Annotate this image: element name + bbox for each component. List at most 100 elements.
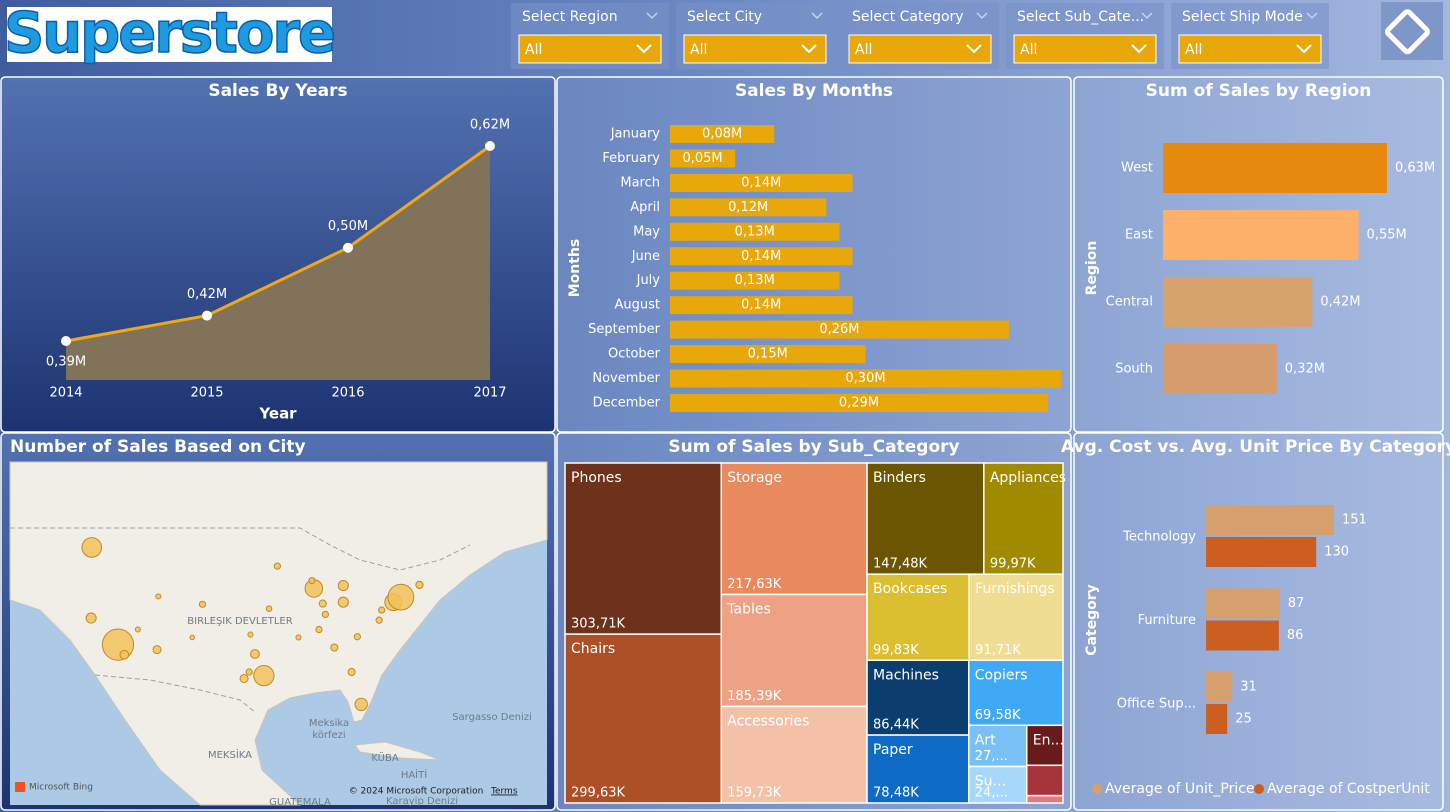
chart-title: Number of Sales Based on City bbox=[10, 437, 306, 457]
filter-label: Select City bbox=[687, 9, 762, 25]
bar bbox=[1206, 588, 1280, 619]
dropdown-value: All bbox=[690, 42, 707, 58]
provider: Microsoft Bing bbox=[29, 783, 93, 793]
terms-link[interactable]: Terms bbox=[490, 787, 518, 797]
category-label: April bbox=[630, 200, 660, 215]
point bbox=[202, 310, 212, 321]
value-label: 0,14M bbox=[741, 298, 781, 313]
bar bbox=[1163, 143, 1387, 193]
chart-title: Sales By Years bbox=[208, 81, 347, 101]
tile-name: Paper bbox=[873, 742, 913, 758]
corner-icon bbox=[1381, 2, 1443, 60]
bing-logo bbox=[15, 782, 25, 792]
category-label: May bbox=[633, 224, 660, 239]
tile-name: Chairs bbox=[571, 641, 615, 657]
value-label: 0,05M bbox=[682, 151, 722, 166]
tile-value: 24,... bbox=[975, 786, 1008, 801]
map-label: KÜBA bbox=[371, 751, 398, 764]
city-bubble bbox=[347, 667, 356, 677]
tile-name: Tables bbox=[726, 601, 771, 617]
category-label: November bbox=[592, 371, 660, 386]
tile bbox=[866, 659, 970, 736]
city-bubble bbox=[375, 616, 383, 624]
bar bbox=[670, 271, 840, 290]
category-label: June bbox=[631, 249, 660, 264]
bar bbox=[1163, 210, 1359, 260]
value-label: 130 bbox=[1324, 545, 1349, 560]
value-label: 0,15M bbox=[748, 347, 788, 362]
tile bbox=[866, 573, 970, 662]
category-label: March bbox=[620, 175, 660, 190]
tile bbox=[968, 724, 1028, 768]
y-axis-label: Months bbox=[567, 239, 583, 298]
map-label: Meksika bbox=[309, 718, 349, 729]
category-label: Central bbox=[1106, 295, 1153, 310]
value-label: 0,39M bbox=[46, 355, 86, 370]
filter-label: Select Region bbox=[522, 9, 618, 25]
tile bbox=[1025, 724, 1064, 767]
dropdown[interactable] bbox=[518, 34, 662, 64]
chevron bbox=[811, 12, 823, 20]
city-bubble bbox=[318, 599, 327, 608]
line bbox=[65, 144, 491, 343]
dropdown[interactable] bbox=[683, 34, 827, 64]
logo: Superstore bbox=[4, 1, 334, 66]
chevron bbox=[1306, 12, 1318, 20]
city-bubble bbox=[250, 649, 260, 659]
tile-value: 185,39K bbox=[727, 689, 781, 704]
dropdown-value: All bbox=[525, 42, 542, 58]
city-bubble bbox=[378, 606, 386, 614]
y-axis-label: Region bbox=[1084, 241, 1100, 296]
map-cuba bbox=[354, 741, 441, 761]
value-label: 0,55M bbox=[1367, 228, 1407, 243]
chevron bbox=[1296, 44, 1312, 54]
tile-value: 217,63K bbox=[727, 577, 781, 592]
city-bubble bbox=[85, 612, 97, 624]
map-label: Sargasso Denizi bbox=[452, 712, 532, 723]
tile-name: Binders bbox=[873, 470, 926, 486]
tile-value: 303,71K bbox=[571, 617, 625, 632]
map-label: GUATEMALA bbox=[269, 797, 331, 808]
value-label: 0,08M bbox=[702, 127, 742, 142]
bar bbox=[1206, 620, 1279, 651]
city-bubble bbox=[387, 583, 415, 611]
tile bbox=[1025, 794, 1064, 804]
category-label: December bbox=[593, 395, 661, 410]
dropdown[interactable] bbox=[848, 34, 992, 64]
category-label: August bbox=[615, 298, 661, 313]
map-land bbox=[9, 461, 548, 806]
tile-name: Phones bbox=[571, 470, 622, 486]
value-label: 0,14M bbox=[741, 175, 781, 190]
tile-value: 78,48K bbox=[873, 786, 919, 801]
bar bbox=[670, 222, 840, 241]
tile bbox=[720, 462, 868, 596]
chart-title: Sum of Sales by Region bbox=[1146, 81, 1372, 101]
chevron bbox=[646, 12, 658, 20]
bar bbox=[670, 393, 1048, 412]
icon-shape bbox=[1384, 9, 1430, 55]
y-axis-label: Category bbox=[1084, 584, 1100, 656]
city-bubble bbox=[239, 673, 249, 683]
value-label: 0,42M bbox=[187, 287, 227, 302]
category-label: Office Sup... bbox=[1117, 697, 1196, 712]
bar bbox=[670, 198, 827, 217]
value-label: 0,14M bbox=[741, 249, 781, 264]
city-bubble bbox=[81, 537, 103, 558]
legend-label: Average of Unit_Price bbox=[1105, 781, 1255, 797]
tile bbox=[720, 593, 868, 708]
city-bubble bbox=[198, 600, 207, 608]
dropdown[interactable] bbox=[1178, 34, 1322, 64]
point bbox=[485, 141, 495, 151]
bar bbox=[670, 149, 736, 168]
tile-value: 99,83K bbox=[873, 643, 919, 658]
bar bbox=[1163, 344, 1277, 394]
tile-name: Bookcases bbox=[873, 581, 947, 597]
bar bbox=[1206, 537, 1317, 567]
city-bubble bbox=[273, 562, 281, 570]
bar bbox=[1206, 672, 1233, 702]
dropdown[interactable] bbox=[1013, 34, 1157, 64]
bar bbox=[670, 247, 853, 266]
legend-swatch bbox=[1254, 784, 1264, 794]
